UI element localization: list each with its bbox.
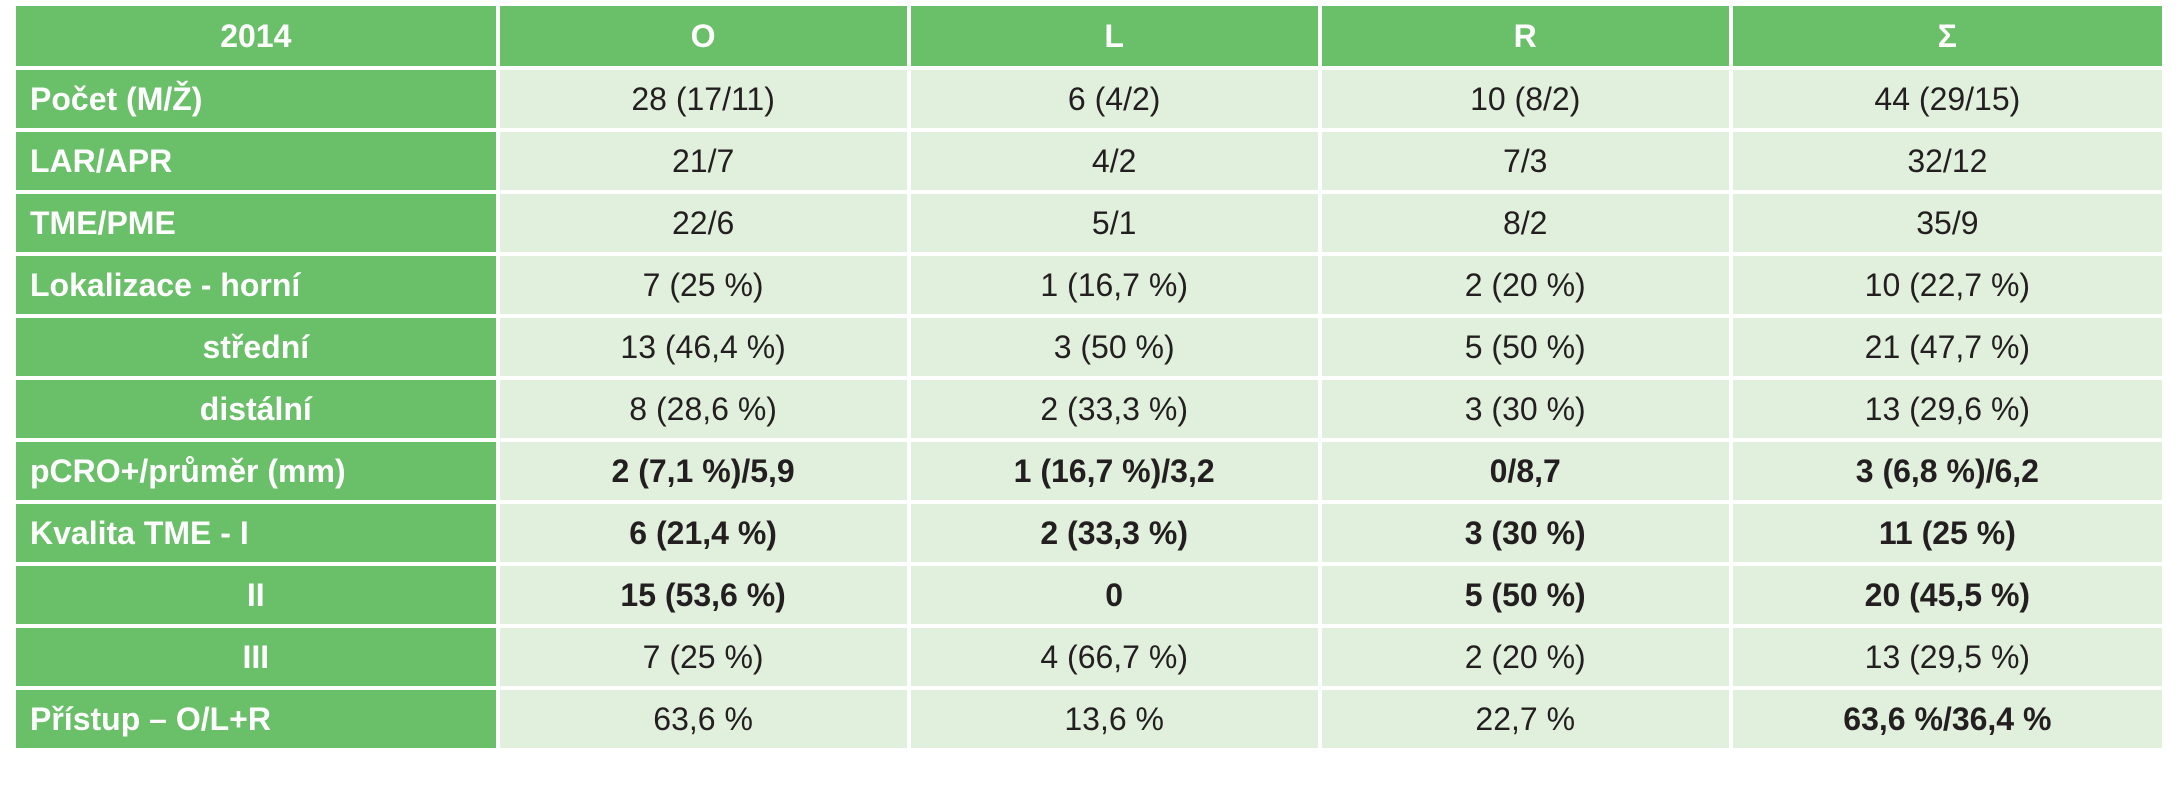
table-cell: 32/12: [1732, 132, 2162, 190]
data-table: 2014 O L R Σ Počet (M/Ž) 28 (17/11) 6 (4…: [12, 2, 2166, 752]
table-cell: 13 (29,6 %): [1732, 380, 2162, 438]
table-cell: 2 (20 %): [1321, 256, 1729, 314]
table-cell: 5 (50 %): [1321, 318, 1729, 376]
table-cell: 13 (46,4 %): [499, 318, 907, 376]
header-year: 2014: [16, 6, 496, 66]
table-row: distální 8 (28,6 %) 2 (33,3 %) 3 (30 %) …: [16, 380, 2162, 438]
row-label: pCRO+/průměr (mm): [16, 442, 496, 500]
table-cell: 10 (8/2): [1321, 70, 1729, 128]
table-container: 2014 O L R Σ Počet (M/Ž) 28 (17/11) 6 (4…: [12, 2, 2166, 752]
row-label: Lokalizace - horní: [16, 256, 496, 314]
row-label: TME/PME: [16, 194, 496, 252]
table-row: TME/PME 22/6 5/1 8/2 35/9: [16, 194, 2162, 252]
table-cell: 3 (6,8 %)/6,2: [1732, 442, 2162, 500]
table-cell: 6 (4/2): [910, 70, 1318, 128]
table-cell: 63,6 %: [499, 690, 907, 748]
header-row: 2014 O L R Σ: [16, 6, 2162, 66]
table-row: pCRO+/průměr (mm) 2 (7,1 %)/5,9 1 (16,7 …: [16, 442, 2162, 500]
table-row: LAR/APR 21/7 4/2 7/3 32/12: [16, 132, 2162, 190]
table-cell: 22/6: [499, 194, 907, 252]
table-cell: 7 (25 %): [499, 628, 907, 686]
table-row: Lokalizace - horní 7 (25 %) 1 (16,7 %) 2…: [16, 256, 2162, 314]
table-cell: 0/8,7: [1321, 442, 1729, 500]
table-cell: 3 (30 %): [1321, 504, 1729, 562]
row-label: II: [16, 566, 496, 624]
table-cell: 0: [910, 566, 1318, 624]
table-cell: 1 (16,7 %): [910, 256, 1318, 314]
table-cell: 13,6 %: [910, 690, 1318, 748]
row-label: distální: [16, 380, 496, 438]
table-row: střední 13 (46,4 %) 3 (50 %) 5 (50 %) 21…: [16, 318, 2162, 376]
table-cell: 7/3: [1321, 132, 1729, 190]
table-cell: 2 (7,1 %)/5,9: [499, 442, 907, 500]
header-l: L: [910, 6, 1318, 66]
header-sum: Σ: [1732, 6, 2162, 66]
table-cell: 7 (25 %): [499, 256, 907, 314]
row-label: Kvalita TME - I: [16, 504, 496, 562]
table-cell: 20 (45,5 %): [1732, 566, 2162, 624]
table-cell: 4/2: [910, 132, 1318, 190]
table-cell: 10 (22,7 %): [1732, 256, 2162, 314]
table-cell: 8/2: [1321, 194, 1729, 252]
table-cell: 11 (25 %): [1732, 504, 2162, 562]
table-cell: 1 (16,7 %)/3,2: [910, 442, 1318, 500]
table-cell: 6 (21,4 %): [499, 504, 907, 562]
table-cell: 5 (50 %): [1321, 566, 1729, 624]
table-row: Přístup – O/L+R 63,6 % 13,6 % 22,7 % 63,…: [16, 690, 2162, 748]
table-cell: 63,6 %/36,4 %: [1732, 690, 2162, 748]
table-cell: 5/1: [910, 194, 1318, 252]
table-cell: 2 (33,3 %): [910, 380, 1318, 438]
row-label: LAR/APR: [16, 132, 496, 190]
row-label: Počet (M/Ž): [16, 70, 496, 128]
row-label: III: [16, 628, 496, 686]
table-cell: 21/7: [499, 132, 907, 190]
table-row: II 15 (53,6 %) 0 5 (50 %) 20 (45,5 %): [16, 566, 2162, 624]
table-cell: 44 (29/15): [1732, 70, 2162, 128]
row-label: střední: [16, 318, 496, 376]
table-cell: 15 (53,6 %): [499, 566, 907, 624]
table-cell: 3 (50 %): [910, 318, 1318, 376]
table-cell: 8 (28,6 %): [499, 380, 907, 438]
table-row: Kvalita TME - I 6 (21,4 %) 2 (33,3 %) 3 …: [16, 504, 2162, 562]
header-r: R: [1321, 6, 1729, 66]
table-cell: 22,7 %: [1321, 690, 1729, 748]
table-cell: 35/9: [1732, 194, 2162, 252]
table-cell: 3 (30 %): [1321, 380, 1729, 438]
table-cell: 21 (47,7 %): [1732, 318, 2162, 376]
table-cell: 2 (33,3 %): [910, 504, 1318, 562]
table-cell: 13 (29,5 %): [1732, 628, 2162, 686]
table-row: III 7 (25 %) 4 (66,7 %) 2 (20 %) 13 (29,…: [16, 628, 2162, 686]
table-cell: 28 (17/11): [499, 70, 907, 128]
table-cell: 4 (66,7 %): [910, 628, 1318, 686]
row-label: Přístup – O/L+R: [16, 690, 496, 748]
table-row: Počet (M/Ž) 28 (17/11) 6 (4/2) 10 (8/2) …: [16, 70, 2162, 128]
header-o: O: [499, 6, 907, 66]
table-cell: 2 (20 %): [1321, 628, 1729, 686]
